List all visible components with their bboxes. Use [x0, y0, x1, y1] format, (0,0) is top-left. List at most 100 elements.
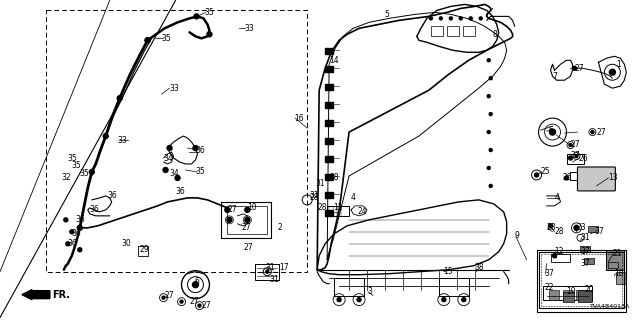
Text: 35: 35 — [72, 162, 81, 171]
Text: 36: 36 — [72, 229, 81, 238]
Bar — [584, 258, 595, 264]
Circle shape — [64, 218, 68, 222]
Bar — [609, 262, 618, 268]
Bar — [588, 226, 598, 232]
Circle shape — [489, 148, 492, 152]
Circle shape — [175, 175, 180, 180]
Circle shape — [66, 242, 70, 246]
Text: 25: 25 — [541, 167, 550, 176]
Circle shape — [337, 298, 341, 302]
Text: 4: 4 — [554, 193, 559, 202]
Circle shape — [77, 225, 83, 230]
Text: 7: 7 — [552, 72, 557, 81]
Circle shape — [489, 77, 492, 80]
Text: 35: 35 — [80, 170, 90, 179]
Text: 33: 33 — [170, 84, 179, 93]
Text: 33: 33 — [118, 136, 127, 145]
Text: 11: 11 — [333, 204, 342, 212]
Text: 31: 31 — [269, 275, 279, 284]
Bar — [325, 138, 333, 144]
Text: 37: 37 — [580, 259, 590, 268]
Circle shape — [568, 156, 573, 160]
Bar — [334, 278, 364, 296]
Circle shape — [89, 170, 94, 174]
Text: 36: 36 — [108, 191, 118, 200]
Circle shape — [564, 176, 568, 180]
Circle shape — [180, 300, 183, 303]
Text: 17: 17 — [279, 263, 289, 272]
Text: 13: 13 — [609, 173, 618, 182]
Circle shape — [487, 131, 490, 133]
Bar — [447, 26, 459, 36]
Circle shape — [462, 298, 466, 302]
Circle shape — [548, 224, 552, 228]
Circle shape — [245, 208, 250, 212]
Text: 27: 27 — [575, 64, 584, 73]
Text: 28: 28 — [309, 193, 319, 202]
Text: 6: 6 — [548, 125, 554, 135]
Circle shape — [117, 96, 122, 101]
Text: 27: 27 — [164, 291, 174, 300]
Bar — [325, 66, 333, 72]
Text: 36: 36 — [68, 239, 77, 248]
Text: 28: 28 — [329, 173, 339, 182]
Circle shape — [591, 131, 594, 133]
Text: 38: 38 — [475, 263, 484, 272]
Circle shape — [193, 146, 198, 150]
Bar — [563, 290, 573, 300]
Circle shape — [442, 298, 446, 302]
Text: 12: 12 — [554, 247, 564, 256]
Circle shape — [469, 17, 472, 20]
Text: 36: 36 — [90, 205, 99, 214]
Circle shape — [198, 304, 201, 307]
Circle shape — [167, 146, 172, 150]
Circle shape — [266, 270, 269, 273]
Text: 3: 3 — [367, 287, 372, 296]
Text: 37: 37 — [580, 247, 590, 256]
Text: 27: 27 — [570, 150, 580, 159]
Bar — [616, 272, 627, 284]
Text: 24: 24 — [357, 207, 367, 216]
Bar — [563, 292, 575, 302]
Circle shape — [78, 248, 82, 252]
Text: 6: 6 — [195, 277, 200, 286]
Circle shape — [163, 167, 168, 172]
Circle shape — [227, 217, 232, 222]
Bar — [543, 286, 593, 300]
Text: 27: 27 — [596, 128, 606, 137]
FancyArrow shape — [22, 290, 50, 300]
Text: 20: 20 — [584, 285, 594, 294]
Text: 36: 36 — [195, 146, 205, 155]
Text: 15: 15 — [443, 267, 452, 276]
Circle shape — [207, 32, 212, 37]
Text: 37: 37 — [595, 227, 604, 236]
Text: 27: 27 — [227, 205, 237, 214]
Circle shape — [489, 113, 492, 116]
Text: 31: 31 — [580, 233, 590, 242]
Text: 26: 26 — [579, 154, 588, 163]
Text: 5: 5 — [384, 10, 389, 19]
Text: 31: 31 — [266, 263, 275, 272]
Bar — [325, 174, 333, 180]
Text: 32: 32 — [62, 173, 72, 182]
Circle shape — [479, 17, 482, 20]
Text: 8: 8 — [493, 30, 497, 39]
Bar — [325, 156, 333, 162]
Bar — [566, 154, 584, 164]
Circle shape — [609, 69, 616, 75]
Text: 27: 27 — [241, 223, 251, 232]
Circle shape — [552, 254, 557, 258]
Text: 31: 31 — [315, 180, 324, 188]
Text: 33: 33 — [244, 24, 254, 33]
Circle shape — [429, 17, 433, 20]
Text: 28: 28 — [317, 204, 326, 212]
Circle shape — [489, 184, 492, 188]
Circle shape — [194, 14, 199, 19]
Text: 26: 26 — [563, 173, 572, 182]
Bar — [577, 290, 586, 300]
Text: 28: 28 — [554, 227, 564, 236]
Circle shape — [162, 296, 165, 299]
Circle shape — [487, 95, 490, 98]
Text: 4: 4 — [351, 193, 356, 202]
Circle shape — [245, 207, 250, 212]
